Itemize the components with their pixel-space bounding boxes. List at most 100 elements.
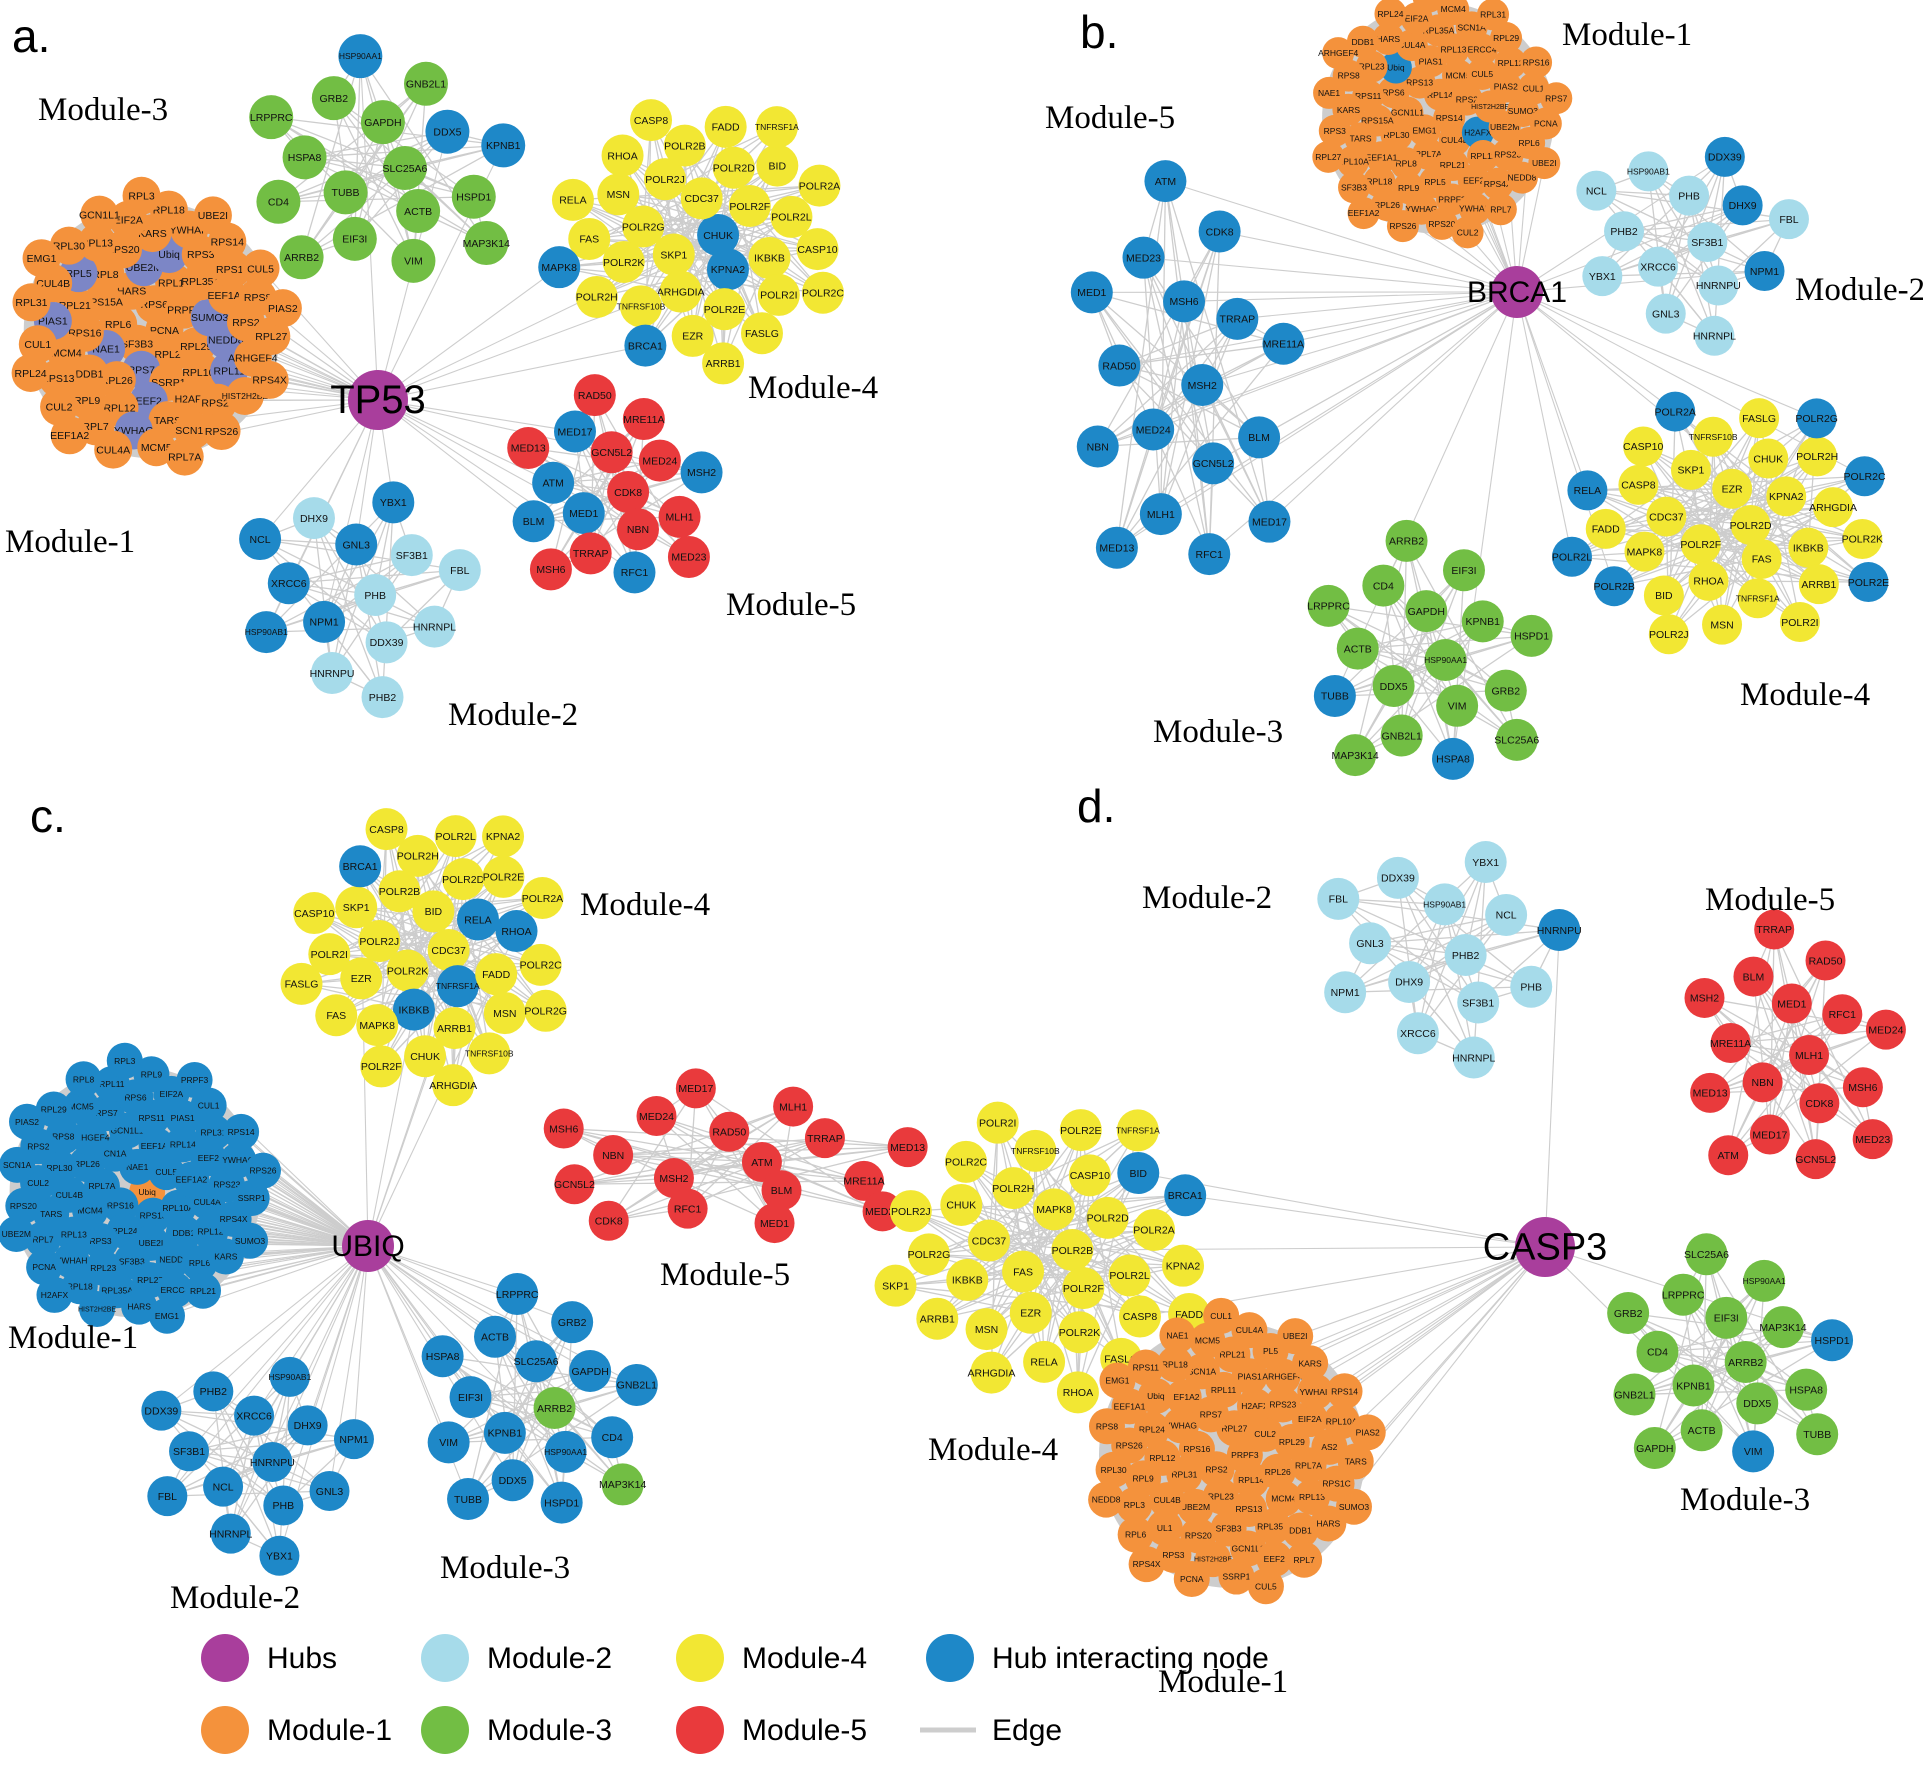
node-BLM[interactable] [1238, 416, 1281, 459]
node-MED17[interactable] [675, 1068, 716, 1109]
node-EIF3I[interactable] [1705, 1296, 1748, 1339]
node-RFC1[interactable] [667, 1188, 708, 1229]
node-BLM[interactable] [761, 1170, 802, 1211]
node-CUL5[interactable] [241, 249, 280, 288]
node-HSPA8[interactable] [1785, 1368, 1828, 1411]
node-MED1[interactable] [1771, 983, 1812, 1024]
node-POLR2B[interactable] [1594, 566, 1635, 607]
node-UBE2I[interactable] [1277, 1318, 1314, 1355]
node-CDK8[interactable] [1198, 210, 1241, 253]
node-EEF1A2[interactable] [1165, 1379, 1202, 1416]
node-CDK8[interactable] [607, 471, 650, 513]
node-HSPD1[interactable] [540, 1481, 583, 1524]
node-POLR2I[interactable] [308, 933, 351, 976]
node-CASP8[interactable] [1618, 464, 1659, 505]
node-RPL3[interactable] [1412, 0, 1445, 13]
node-POLR2G[interactable] [907, 1233, 950, 1276]
node-NCL[interactable] [1576, 170, 1617, 211]
node-MCM4[interactable] [1265, 1480, 1302, 1517]
node-POLR2F[interactable] [360, 1045, 403, 1088]
node-HIST2H2BE[interactable] [79, 1290, 116, 1327]
node-RPL27[interactable] [1312, 140, 1345, 173]
node-SLC25A6[interactable] [515, 1340, 558, 1383]
node-HSPA8[interactable] [421, 1335, 464, 1378]
node-XRCC6[interactable] [234, 1395, 275, 1436]
node-CASP8[interactable] [630, 99, 673, 142]
node-HNRNPL[interactable] [1694, 315, 1735, 356]
node-GNB2L1[interactable] [615, 1363, 658, 1406]
node-RPS16[interactable] [1520, 46, 1553, 79]
node-RPS23[interactable] [1264, 1386, 1301, 1423]
node-HSP90AB1[interactable] [1628, 151, 1669, 192]
node-RAD50[interactable] [709, 1111, 750, 1152]
node-BRCA1[interactable] [1164, 1174, 1207, 1217]
node-DDX39[interactable] [1376, 856, 1419, 899]
node-VIM[interactable] [427, 1421, 470, 1464]
node-FAS[interactable] [568, 217, 611, 260]
node-SKP1[interactable] [874, 1264, 917, 1307]
node-SCN1A[interactable] [1183, 1353, 1220, 1390]
node-DDX39[interactable] [1704, 136, 1745, 177]
node-EEF1A2[interactable] [1347, 197, 1380, 230]
node-NCL[interactable] [1485, 893, 1528, 936]
node-RHOA[interactable] [601, 134, 644, 177]
node-CDC37[interactable] [1646, 496, 1687, 537]
node-IKBKB[interactable] [946, 1258, 989, 1301]
node-ATM[interactable] [1144, 160, 1187, 203]
node-CUL5[interactable] [1247, 1568, 1284, 1605]
node-FAS[interactable] [315, 994, 358, 1037]
node-MAPK8[interactable] [356, 1004, 399, 1047]
node-GCN5L2[interactable] [1795, 1139, 1836, 1180]
node-HNRNPU[interactable] [1538, 909, 1581, 952]
node-HSP90AA1[interactable] [1743, 1259, 1786, 1302]
node-POLR2J[interactable] [644, 158, 687, 201]
node-MSH2[interactable] [1181, 364, 1224, 406]
node-RAD50[interactable] [1098, 344, 1141, 387]
node-TRRAP[interactable] [1754, 909, 1795, 950]
node-ACTB[interactable] [1336, 627, 1379, 670]
node-DDX39[interactable] [141, 1390, 182, 1431]
node-HSP90AA1[interactable] [1424, 639, 1467, 681]
node-DDX5[interactable] [491, 1459, 534, 1502]
node-NBN[interactable] [616, 508, 659, 551]
node-YWHAH[interactable] [1297, 1373, 1334, 1410]
node-MED23[interactable] [1122, 236, 1165, 279]
node-RPL9[interactable] [133, 1056, 170, 1093]
node-YWHAG[interactable] [1162, 1407, 1199, 1444]
node-CUL2[interactable] [1451, 216, 1484, 249]
node-TNFRSF10B[interactable] [619, 285, 662, 328]
node-MSN[interactable] [597, 173, 640, 216]
node-TNFRSF1A[interactable] [755, 106, 798, 149]
node-POLR2J[interactable] [358, 920, 401, 963]
node-HSP90AB1[interactable] [1423, 883, 1466, 926]
node-KPNB1[interactable] [483, 1411, 526, 1454]
node-MED23[interactable] [1852, 1119, 1893, 1160]
node-GNB2L1[interactable] [1380, 714, 1423, 757]
node-DDB1[interactable] [1282, 1512, 1319, 1549]
node-IKBKB[interactable] [392, 988, 435, 1031]
node-RPS20[interactable] [5, 1187, 42, 1224]
node-BRCA1[interactable] [339, 845, 382, 888]
node-GNL3[interactable] [1645, 293, 1686, 334]
node-CASP10[interactable] [1068, 1154, 1111, 1197]
node-H2AFX[interactable] [1236, 1388, 1273, 1425]
node-RPS20[interactable] [1425, 207, 1458, 240]
node-RAD50[interactable] [1805, 940, 1846, 981]
node-POLR2F[interactable] [1680, 524, 1721, 565]
node-MRE11A[interactable] [843, 1160, 884, 1201]
node-TARS[interactable] [1337, 1443, 1374, 1480]
node-EIF3I[interactable] [449, 1376, 492, 1419]
node-KPNB1[interactable] [1461, 600, 1504, 643]
node-TRRAP[interactable] [1216, 297, 1259, 340]
node-CD4[interactable] [256, 179, 301, 224]
node-POLR2F[interactable] [728, 185, 771, 228]
node-RPL8[interactable] [1390, 147, 1423, 180]
node-TRRAP[interactable] [569, 532, 612, 575]
node-MED1[interactable] [1070, 271, 1113, 314]
node-BID[interactable] [756, 144, 799, 187]
node-RPL31[interactable] [12, 283, 51, 322]
node-MED24[interactable] [638, 439, 681, 482]
node-MAPK8[interactable] [538, 246, 581, 289]
node-POLR2H[interactable] [575, 275, 618, 318]
node-GNB2L1[interactable] [403, 61, 448, 106]
